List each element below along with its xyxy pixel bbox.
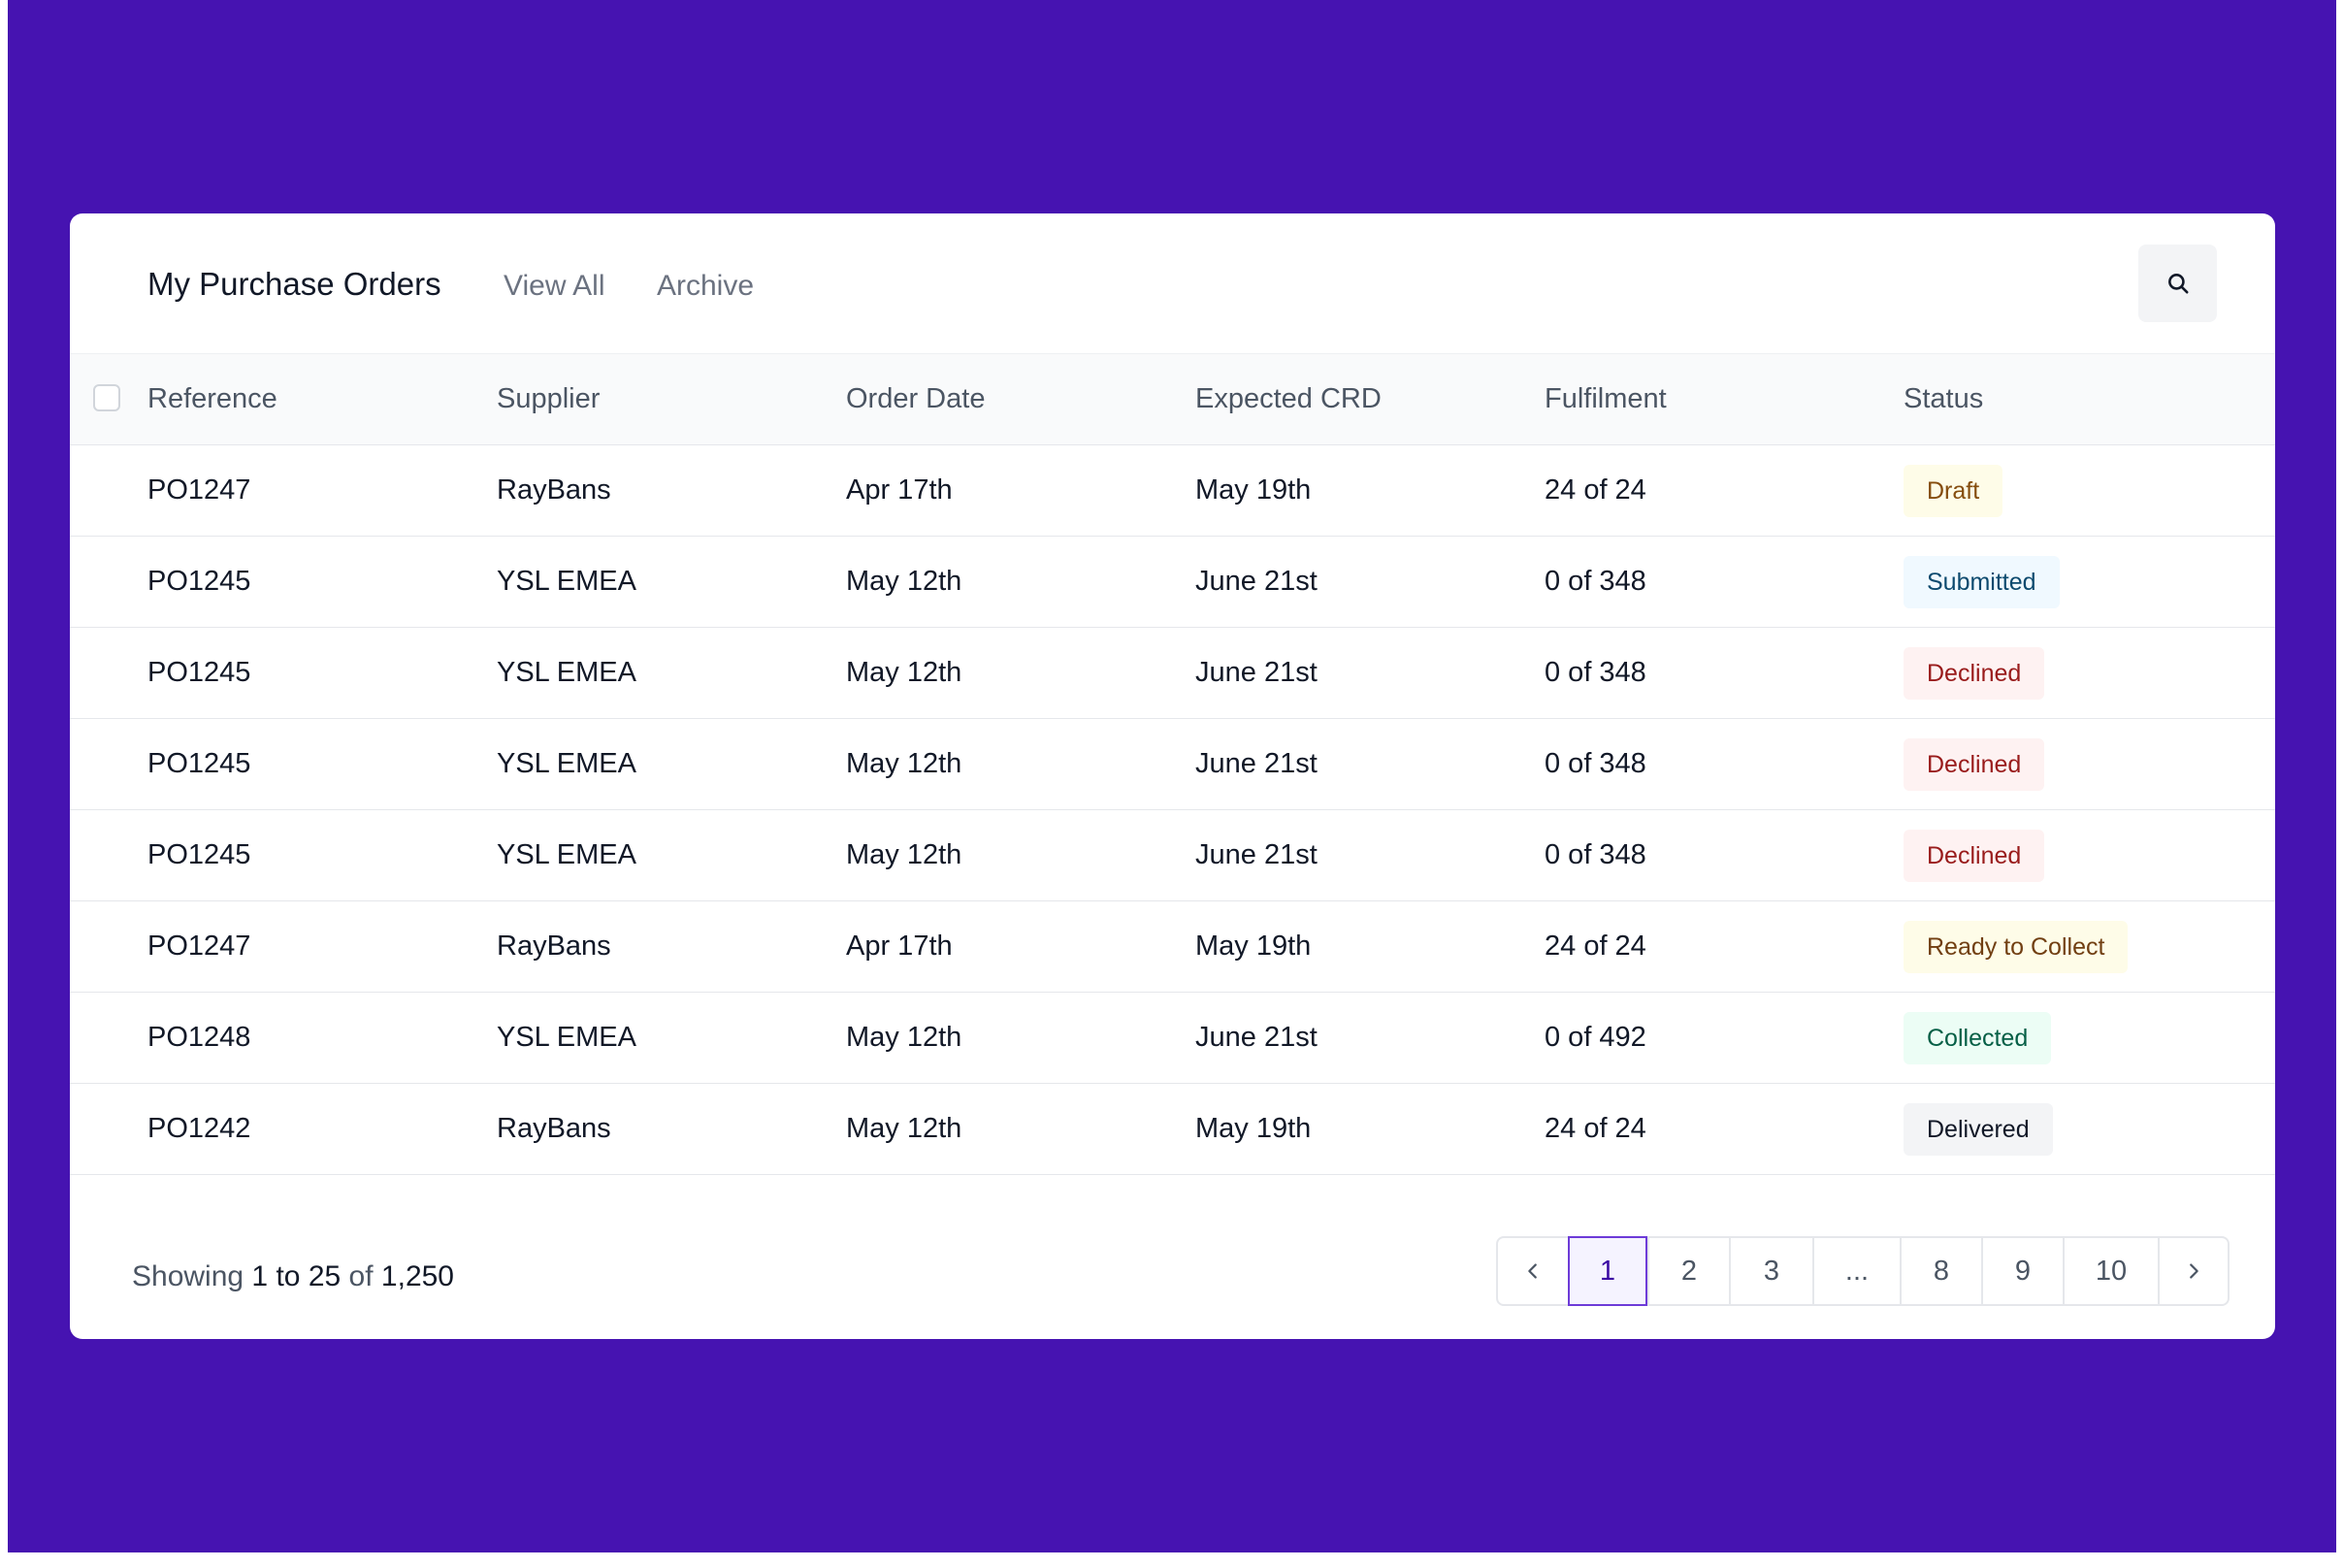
page-button-9[interactable]: 9 — [1981, 1238, 2063, 1304]
status-badge: Declined — [1904, 738, 2045, 791]
cell-fulfilment: 0 of 492 — [1545, 1022, 1646, 1053]
table-row[interactable]: PO1245 YSL EMEA May 12th June 21st 0 of 348 D… — [70, 628, 2275, 719]
card-header: My Purchase Orders View All Archive — [70, 213, 2275, 353]
cell-fulfilment: 0 of 348 — [1545, 657, 1646, 688]
cell-reference: PO1247 — [147, 474, 251, 506]
cell-reference: PO1245 — [147, 839, 251, 870]
cell-fulfilment: 24 of 24 — [1545, 474, 1646, 506]
cell-fulfilment: 0 of 348 — [1545, 566, 1646, 597]
column-header-order-date[interactable]: Order Date — [846, 383, 986, 414]
cell-supplier: RayBans — [497, 931, 611, 962]
cell-order-date: May 12th — [846, 566, 962, 597]
tab-archive[interactable]: Archive — [657, 270, 755, 302]
range-start: 1 — [251, 1260, 269, 1292]
table-footer: Showing 1 to 25 of 1,250 1 2 3 ... 8 9 — [70, 1203, 2275, 1339]
status-badge: Declined — [1904, 647, 2045, 700]
page-title: My Purchase Orders — [147, 266, 441, 302]
cell-expected-crd: June 21st — [1195, 1022, 1318, 1053]
cell-expected-crd: May 19th — [1195, 474, 1312, 506]
table-row[interactable]: PO1245 YSL EMEA May 12th June 21st 0 of 348 S… — [70, 537, 2275, 628]
cell-order-date: Apr 17th — [846, 931, 953, 962]
cell-order-date: May 12th — [846, 748, 962, 779]
status-badge: Draft — [1904, 465, 2003, 517]
status-badge: Ready to Collect — [1904, 921, 2129, 973]
search-button[interactable] — [2138, 245, 2217, 322]
cell-supplier: YSL EMEA — [497, 566, 636, 597]
cell-reference: PO1242 — [147, 1113, 251, 1144]
table-row[interactable]: PO1245 YSL EMEA May 12th June 21st 0 of 348 D… — [70, 719, 2275, 810]
search-icon — [2167, 274, 2189, 294]
column-header-reference[interactable]: Reference — [147, 383, 277, 414]
to-label: to — [276, 1260, 301, 1292]
table-row[interactable]: PO1245 YSL EMEA May 12th June 21st 0 of 348 D… — [70, 810, 2275, 901]
page-button-2[interactable]: 2 — [1647, 1238, 1729, 1304]
chevron-right-icon — [2190, 1263, 2198, 1279]
cell-order-date: May 12th — [846, 839, 962, 870]
table-body: PO1247 RayBans Apr 17th May 19th 24 of 24 Dra… — [70, 445, 2275, 1175]
next-page-button[interactable] — [2158, 1238, 2228, 1304]
cell-reference: PO1245 — [147, 566, 251, 597]
cell-expected-crd: June 21st — [1195, 748, 1318, 779]
table-header: Reference Supplier Order Date Expected C… — [70, 353, 2275, 445]
prev-page-button[interactable] — [1498, 1238, 1568, 1304]
cell-reference: PO1248 — [147, 1022, 251, 1053]
column-header-fulfilment[interactable]: Fulfilment — [1545, 383, 1667, 414]
cell-expected-crd: June 21st — [1195, 657, 1318, 688]
cell-supplier: RayBans — [497, 474, 611, 506]
cell-order-date: May 12th — [846, 1022, 962, 1053]
status-badge: Declined — [1904, 830, 2045, 882]
cell-fulfilment: 24 of 24 — [1545, 1113, 1646, 1144]
cell-reference: PO1247 — [147, 931, 251, 962]
table-row[interactable]: PO1247 RayBans Apr 17th May 19th 24 of 24 Dra… — [70, 445, 2275, 537]
cell-supplier: YSL EMEA — [497, 1022, 636, 1053]
cell-fulfilment: 0 of 348 — [1545, 748, 1646, 779]
page-button-8[interactable]: 8 — [1900, 1238, 1981, 1304]
status-badge: Delivered — [1904, 1103, 2053, 1156]
results-summary: Showing 1 to 25 of 1,250 — [132, 1258, 454, 1296]
table-row[interactable]: PO1248 YSL EMEA May 12th June 21st 0 of 492 C… — [70, 993, 2275, 1084]
cell-supplier: RayBans — [497, 1113, 611, 1144]
status-badge: Collected — [1904, 1012, 2052, 1064]
cell-order-date: May 12th — [846, 657, 962, 688]
cell-supplier: YSL EMEA — [497, 748, 636, 779]
page-button-3[interactable]: 3 — [1729, 1238, 1812, 1304]
cell-fulfilment: 0 of 348 — [1545, 839, 1646, 870]
column-header-status[interactable]: Status — [1904, 383, 1984, 414]
page-background: My Purchase Orders View All Archive Refe… — [8, 0, 2336, 1552]
cell-expected-crd: May 19th — [1195, 1113, 1312, 1144]
table-row[interactable]: PO1247 RayBans Apr 17th May 19th 24 of 24 Rea… — [70, 901, 2275, 993]
cell-supplier: YSL EMEA — [497, 839, 636, 870]
purchase-orders-card: My Purchase Orders View All Archive Refe… — [70, 213, 2275, 1339]
cell-reference: PO1245 — [147, 748, 251, 779]
table-row[interactable]: PO1242 RayBans May 12th May 19th 24 of 24 Del… — [70, 1084, 2275, 1175]
cell-order-date: May 12th — [846, 1113, 962, 1144]
tab-view-all[interactable]: View All — [504, 270, 605, 302]
cell-supplier: YSL EMEA — [497, 657, 636, 688]
column-header-supplier[interactable]: Supplier — [497, 383, 601, 414]
page-button-10[interactable]: 10 — [2063, 1238, 2158, 1304]
cell-reference: PO1245 — [147, 657, 251, 688]
select-all-checkbox[interactable] — [93, 384, 120, 411]
showing-label: Showing — [132, 1260, 244, 1292]
cell-fulfilment: 24 of 24 — [1545, 931, 1646, 962]
page-button-1[interactable]: 1 — [1568, 1236, 1647, 1306]
range-end: 25 — [308, 1260, 342, 1292]
cell-expected-crd: May 19th — [1195, 931, 1312, 962]
cell-expected-crd: June 21st — [1195, 566, 1318, 597]
cell-expected-crd: June 21st — [1195, 839, 1318, 870]
of-label: of — [348, 1260, 374, 1292]
status-badge: Submitted — [1904, 556, 2060, 608]
total-count: 1,250 — [380, 1260, 454, 1292]
cell-order-date: Apr 17th — [846, 474, 953, 506]
column-header-expected-crd[interactable]: Expected CRD — [1195, 383, 1382, 414]
chevron-left-icon — [1528, 1263, 1537, 1279]
pagination: 1 2 3 ... 8 9 10 — [1496, 1236, 2230, 1306]
page-ellipsis: ... — [1812, 1238, 1900, 1304]
